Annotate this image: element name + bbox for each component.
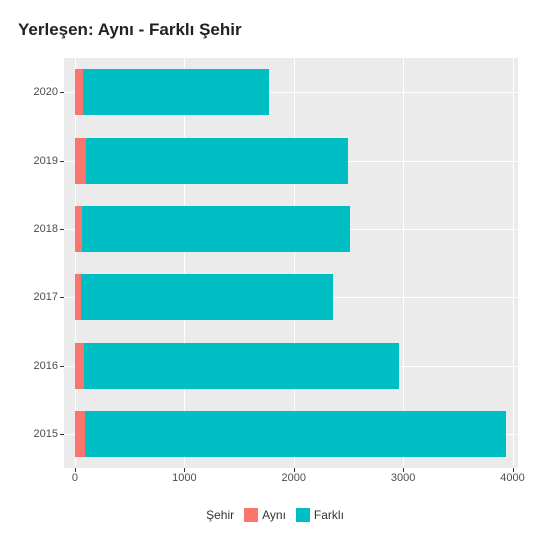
bar-2016-ayni (75, 343, 84, 389)
chart-container: Yerleşen: Aynı - Farklı Şehir 0 1000 2000 3… (0, 0, 550, 550)
bar-2020-farkli (83, 69, 269, 115)
y-tick-label: 2015 (0, 428, 58, 440)
gridline-v (184, 58, 185, 468)
legend-label-ayni: Aynı (262, 508, 286, 522)
legend: Şehir Aynı Farklı (0, 508, 550, 522)
gridline-v (294, 58, 295, 468)
y-tick-label: 2016 (0, 360, 58, 372)
x-tick-label: 4000 (500, 472, 524, 484)
x-tick-label: 2000 (281, 472, 305, 484)
y-tick-label: 2019 (0, 155, 58, 167)
bar-2017-farkli (81, 274, 333, 320)
y-tick-mark (60, 297, 64, 298)
bar-2019-ayni (75, 138, 86, 184)
x-tick-label: 1000 (172, 472, 196, 484)
y-tick-mark (60, 161, 64, 162)
y-tick-mark (60, 229, 64, 230)
legend-item-ayni: Aynı (244, 508, 286, 522)
legend-swatch-ayni (244, 508, 258, 522)
gridline-v (75, 58, 76, 468)
legend-label-farkli: Farklı (314, 508, 344, 522)
y-tick-mark (60, 434, 64, 435)
chart-title: Yerleşen: Aynı - Farklı Şehir (18, 20, 538, 40)
y-tick-label: 2017 (0, 291, 58, 303)
legend-title: Şehir (206, 508, 234, 522)
y-tick-label: 2018 (0, 223, 58, 235)
bar-2019-farkli (86, 138, 349, 184)
gridline-v (403, 58, 404, 468)
legend-item-farkli: Farklı (296, 508, 344, 522)
y-tick-label: 2020 (0, 86, 58, 98)
bar-2015-farkli (85, 411, 506, 457)
x-tick-label: 0 (72, 472, 78, 484)
bar-2018-farkli (82, 206, 350, 252)
x-tick-label: 3000 (391, 472, 415, 484)
legend-swatch-farkli (296, 508, 310, 522)
bar-2020-ayni (75, 69, 83, 115)
plot-area (64, 58, 518, 468)
bar-2016-farkli (84, 343, 399, 389)
gridline-v (513, 58, 514, 468)
y-tick-mark (60, 92, 64, 93)
bar-2015-ayni (75, 411, 85, 457)
y-tick-mark (60, 366, 64, 367)
